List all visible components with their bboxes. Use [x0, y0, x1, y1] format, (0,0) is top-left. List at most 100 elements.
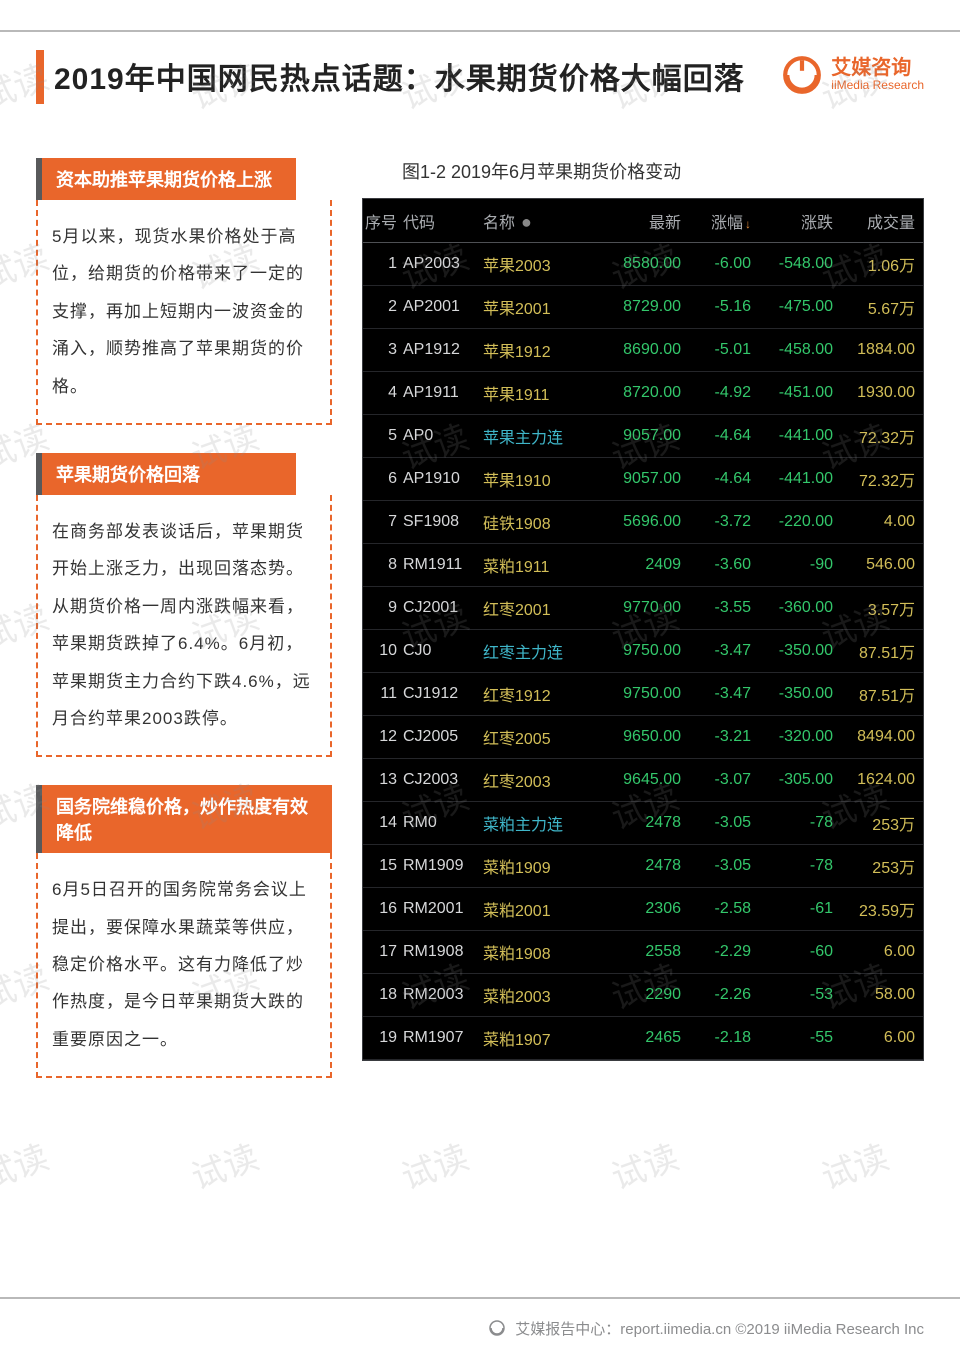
cell-chg: -78 [751, 814, 833, 832]
table-row[interactable]: 8RM1911菜粕19112409-3.60-90546.00 [363, 544, 923, 587]
table-row[interactable]: 18RM2003菜粕20032290-2.26-5358.00 [363, 974, 923, 1017]
cell-chg: -61 [751, 900, 833, 918]
cell-pct: -3.05 [681, 814, 751, 832]
cell-code: RM2003 [403, 986, 483, 1004]
cell-name: 菜粕1907 [483, 1026, 593, 1050]
cell-code: AP1910 [403, 470, 483, 488]
brand-name-cn: 艾媒咨询 [831, 57, 924, 79]
cell-code: AP1912 [403, 341, 483, 359]
cell-last: 9645.00 [593, 771, 681, 789]
cell-last: 2290 [593, 986, 681, 1004]
cell-pct: -3.05 [681, 857, 751, 875]
cell-index: 17 [363, 943, 403, 961]
table-row[interactable]: 17RM1908菜粕19082558-2.29-606.00 [363, 931, 923, 974]
cell-index: 2 [363, 298, 403, 316]
table-col-header[interactable]: 涨跌 [751, 209, 833, 233]
cell-pct: -4.64 [681, 427, 751, 445]
cell-last: 2478 [593, 857, 681, 875]
table-row[interactable]: 12CJ2005红枣20059650.00-3.21-320.008494.00 [363, 716, 923, 759]
brand-logo-icon [781, 54, 823, 96]
cell-chg: -350.00 [751, 642, 833, 660]
cell-vol: 3.57万 [833, 596, 923, 620]
table-col-header[interactable]: 代码 [403, 209, 483, 233]
cell-chg: -53 [751, 986, 833, 1004]
table-row[interactable]: 2AP2001苹果20018729.00-5.16-475.005.67万 [363, 286, 923, 329]
cell-pct: -3.21 [681, 728, 751, 746]
cell-name: 红枣2003 [483, 768, 593, 792]
cell-last: 2306 [593, 900, 681, 918]
cell-index: 18 [363, 986, 403, 1004]
cell-pct: -2.26 [681, 986, 751, 1004]
table-row[interactable]: 14RM0菜粕主力连2478-3.05-78253万 [363, 802, 923, 845]
page-header: 2019年中国网民热点话题：水果期货价格大幅回落 艾媒咨询 iiMedia Re… [36, 54, 924, 98]
radio-dot-icon: ● [515, 212, 538, 232]
cell-vol: 4.00 [833, 513, 923, 531]
table-row[interactable]: 6AP1910苹果19109057.00-4.64-441.0072.32万 [363, 458, 923, 501]
cell-code: CJ2003 [403, 771, 483, 789]
table-col-header[interactable]: 涨幅↓ [681, 209, 751, 233]
cell-vol: 72.32万 [833, 424, 923, 448]
cell-name: 苹果1911 [483, 381, 593, 405]
cell-index: 15 [363, 857, 403, 875]
cell-index: 11 [363, 685, 403, 703]
table-row[interactable]: 9CJ2001红枣20019770.00-3.55-360.003.57万 [363, 587, 923, 630]
cell-code: CJ2001 [403, 599, 483, 617]
table-row[interactable]: 19RM1907菜粕19072465-2.18-556.00 [363, 1017, 923, 1060]
cell-last: 2478 [593, 814, 681, 832]
cell-pct: -2.18 [681, 1029, 751, 1047]
info-box-header: 苹果期货价格回落 [36, 453, 296, 495]
cell-chg: -305.00 [751, 771, 833, 789]
cell-code: RM1907 [403, 1029, 483, 1047]
cell-pct: -3.55 [681, 599, 751, 617]
cell-name: 菜粕1909 [483, 854, 593, 878]
table-row[interactable]: 16RM2001菜粕20012306-2.58-6123.59万 [363, 888, 923, 931]
table-row[interactable]: 7SF1908硅铁19085696.00-3.72-220.004.00 [363, 501, 923, 544]
table-row[interactable]: 3AP1912苹果19128690.00-5.01-458.001884.00 [363, 329, 923, 372]
cell-code: SF1908 [403, 513, 483, 531]
cell-index: 14 [363, 814, 403, 832]
cell-last: 9770.00 [593, 599, 681, 617]
table-row[interactable]: 11CJ1912红枣19129750.00-3.47-350.0087.51万 [363, 673, 923, 716]
table-col-header[interactable]: 序号 [363, 209, 403, 233]
cell-vol: 5.67万 [833, 295, 923, 319]
cell-name: 苹果1910 [483, 467, 593, 491]
cell-code: RM2001 [403, 900, 483, 918]
table-col-header[interactable]: 最新 [593, 209, 681, 233]
cell-name: 硅铁1908 [483, 510, 593, 534]
info-box: 国务院维稳价格，炒作热度有效降低6月5日召开的国务院常务会议上提出，要保障水果蔬… [36, 785, 332, 1078]
cell-name: 红枣主力连 [483, 639, 593, 663]
cell-code: CJ2005 [403, 728, 483, 746]
cell-index: 5 [363, 427, 403, 445]
cell-index: 6 [363, 470, 403, 488]
cell-index: 1 [363, 255, 403, 273]
table-col-header[interactable]: 成交量 [833, 209, 923, 233]
cell-last: 2409 [593, 556, 681, 574]
cell-vol: 8494.00 [833, 728, 923, 746]
info-box-body: 6月5日召开的国务院常务会议上提出，要保障水果蔬菜等供应，稳定价格水平。这有力降… [36, 853, 332, 1078]
cell-vol: 1624.00 [833, 771, 923, 789]
cell-chg: -320.00 [751, 728, 833, 746]
table-row[interactable]: 15RM1909菜粕19092478-3.05-78253万 [363, 845, 923, 888]
cell-name: 菜粕2003 [483, 983, 593, 1007]
cell-name: 苹果主力连 [483, 424, 593, 448]
table-row[interactable]: 10CJ0红枣主力连9750.00-3.47-350.0087.51万 [363, 630, 923, 673]
cell-index: 4 [363, 384, 403, 402]
cell-vol: 1884.00 [833, 341, 923, 359]
accent-bar [36, 50, 44, 104]
cell-vol: 546.00 [833, 556, 923, 574]
cell-chg: -548.00 [751, 255, 833, 273]
cell-index: 10 [363, 642, 403, 660]
table-row[interactable]: 4AP1911苹果19118720.00-4.92-451.001930.00 [363, 372, 923, 415]
table-row[interactable]: 5AP0苹果主力连9057.00-4.64-441.0072.32万 [363, 415, 923, 458]
cell-vol: 87.51万 [833, 682, 923, 706]
cell-pct: -3.72 [681, 513, 751, 531]
futures-quote-table: 序号代码名称●最新涨幅↓涨跌成交量 1AP2003苹果20038580.00-6… [362, 198, 924, 1061]
table-row[interactable]: 1AP2003苹果20038580.00-6.00-548.001.06万 [363, 243, 923, 286]
cell-code: RM1911 [403, 556, 483, 574]
info-box-body: 5月以来，现货水果价格处于高位，给期货的价格带来了一定的支撑，再加上短期内一波资… [36, 200, 332, 425]
cell-last: 2465 [593, 1029, 681, 1047]
cell-code: AP1911 [403, 384, 483, 402]
cell-name: 红枣2001 [483, 596, 593, 620]
table-col-header[interactable]: 名称● [483, 209, 593, 233]
table-row[interactable]: 13CJ2003红枣20039645.00-3.07-305.001624.00 [363, 759, 923, 802]
